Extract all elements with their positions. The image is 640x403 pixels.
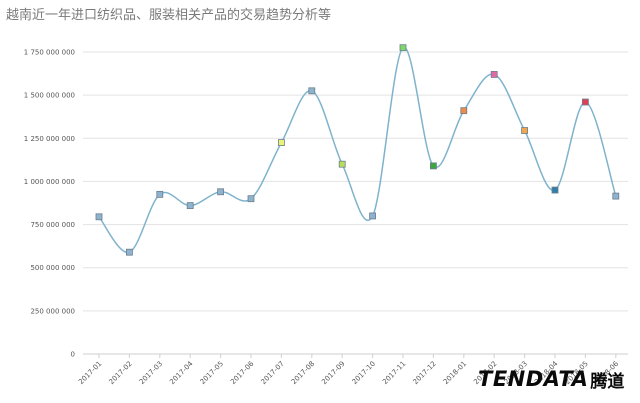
data-point-marker[interactable] (338, 160, 346, 168)
y-tick-label: 1 750 000 000 (24, 49, 75, 57)
data-point-marker[interactable] (369, 212, 377, 220)
data-point-marker[interactable] (429, 162, 437, 170)
data-point-marker[interactable] (126, 248, 133, 256)
data-point-marker[interactable] (308, 87, 316, 95)
y-tick-label: 1 250 000 000 (24, 135, 75, 143)
data-point-marker[interactable] (399, 44, 407, 52)
data-point-marker[interactable] (582, 98, 589, 106)
x-tick-label: 2017-01 (77, 360, 103, 386)
x-tick-label: 2017-10 (351, 360, 377, 386)
y-tick-label: 1 500 000 000 (24, 92, 75, 100)
data-point-marker[interactable] (186, 202, 194, 209)
grid-lines (83, 51, 628, 355)
series-line (98, 46, 617, 253)
x-tick-label: 2017-09 (320, 360, 346, 386)
x-tick-label: 2017-04 (168, 359, 195, 386)
x-tick-label: 2017-02 (107, 360, 133, 386)
logo-text: TENDATA (478, 367, 589, 391)
y-tick-label: 0 (71, 351, 75, 359)
x-tick-label: 2017-06 (229, 359, 256, 386)
data-point-marker[interactable] (247, 195, 255, 203)
x-tick-label: 2017-07 (259, 360, 285, 386)
y-tick-label: 750 000 000 (30, 221, 75, 229)
tendata-logo: TENDATA 腾道 (478, 364, 624, 394)
data-point-marker[interactable] (95, 213, 103, 221)
x-tick-label: 2017-12 (411, 360, 437, 386)
x-tick-label: 2017-05 (199, 360, 225, 386)
data-point-marker[interactable] (521, 127, 528, 134)
x-tick-label: 2017-11 (381, 360, 407, 386)
logo-cn-text: 腾道 (590, 371, 625, 392)
data-point-marker[interactable] (490, 71, 498, 78)
data-point-marker[interactable] (156, 190, 164, 198)
x-tick-label: 2017-08 (290, 360, 316, 386)
chart-title: 越南近一年进口纺织品、服装相关产品的交易趋势分析等 (6, 8, 332, 23)
data-markers (95, 44, 620, 256)
y-tick-label: 1 000 000 000 (24, 178, 75, 186)
data-point-marker[interactable] (551, 186, 559, 194)
y-tick-label: 250 000 000 (30, 307, 75, 315)
x-tick-label: 2017-03 (138, 360, 164, 386)
y-axis-ticks: 0 250 000 000 500 000 000 750 000 000 1 000 … (24, 49, 75, 359)
data-point-marker[interactable] (217, 188, 225, 196)
data-point-marker[interactable] (460, 107, 468, 115)
x-tick-label: 2018-01 (442, 360, 468, 386)
y-tick-label: 500 000 000 (30, 264, 75, 272)
data-point-marker[interactable] (612, 192, 620, 200)
data-point-marker[interactable] (277, 139, 285, 147)
